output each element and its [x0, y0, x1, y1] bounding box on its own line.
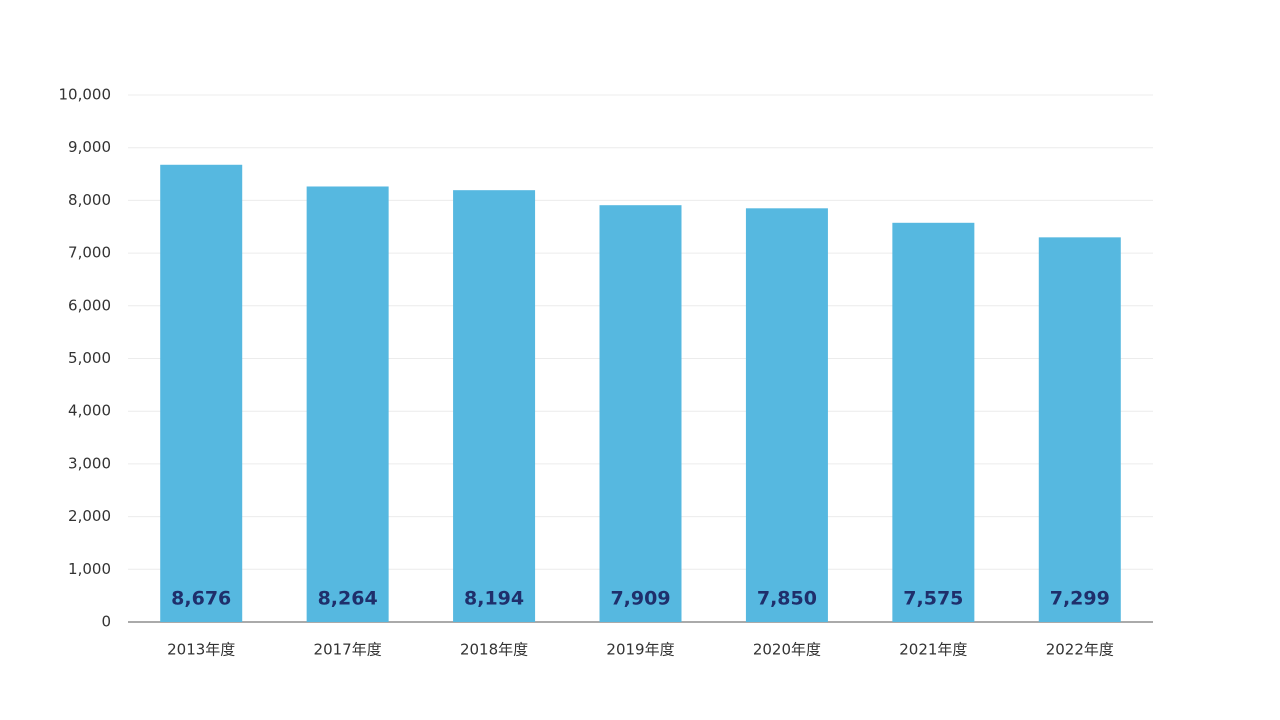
value-label: 8,264 [318, 588, 378, 610]
x-tick-label: 2022年度 [1046, 641, 1114, 659]
y-tick-label: 8,000 [68, 191, 111, 209]
y-tick-label: 4,000 [68, 402, 111, 420]
bar [892, 222, 975, 623]
x-tick-label: 2018年度 [460, 641, 528, 659]
y-tick-label: 0 [101, 613, 111, 631]
x-tick-label: 2020年度 [753, 641, 821, 659]
value-label: 7,575 [903, 588, 963, 610]
bar [453, 190, 536, 622]
value-label: 8,194 [464, 588, 524, 610]
value-label: 7,299 [1050, 588, 1110, 610]
y-tick-label: 3,000 [68, 454, 111, 472]
y-tick-label: 6,000 [68, 296, 111, 314]
x-tick-label: 2021年度 [899, 641, 967, 659]
bar [1038, 237, 1121, 622]
value-label: 8,676 [171, 588, 231, 610]
value-label: 7,850 [757, 588, 817, 610]
y-tick-label: 1,000 [68, 560, 111, 578]
x-tick-label: 2017年度 [314, 641, 382, 659]
y-tick-label: 5,000 [68, 349, 111, 367]
y-tick-label: 2,000 [68, 507, 111, 525]
value-label: 7,909 [610, 588, 670, 610]
bar [160, 164, 243, 623]
bar [306, 186, 389, 623]
y-tick-label: 10,000 [59, 86, 112, 104]
bar [599, 205, 682, 623]
x-tick-label: 2019年度 [606, 641, 674, 659]
x-tick-label: 2013年度 [167, 641, 235, 659]
y-tick-label: 9,000 [68, 138, 111, 156]
bar [745, 208, 828, 622]
y-tick-label: 7,000 [68, 244, 111, 262]
